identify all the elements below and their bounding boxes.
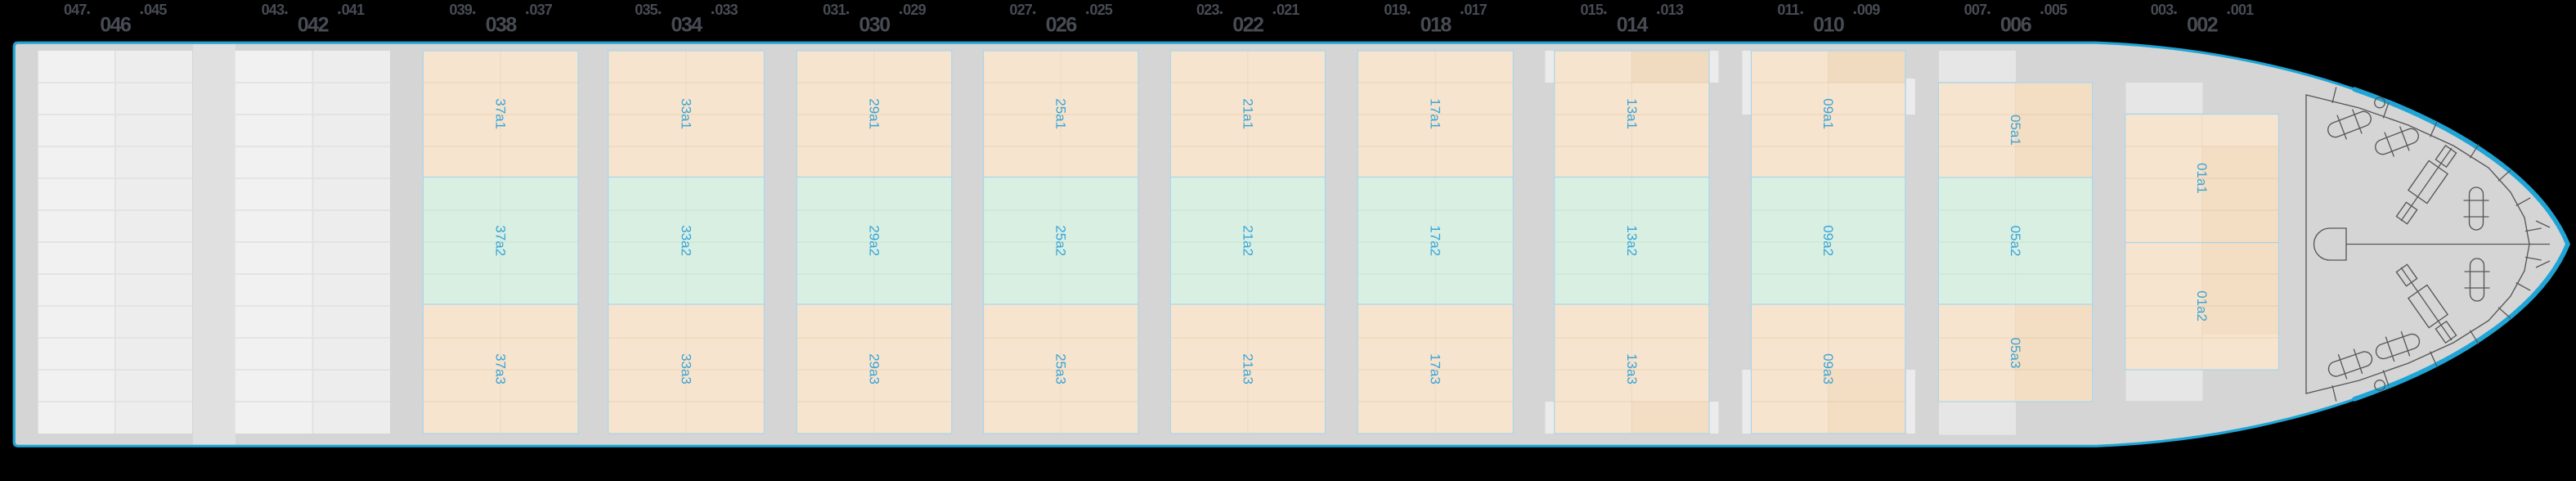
svg-text:25a1: 25a1 [1053,98,1069,129]
svg-text:023: 023 [1196,2,1219,18]
svg-text:034: 034 [671,14,702,37]
svg-text:029: 029 [903,2,926,18]
svg-text:09a3: 09a3 [1820,353,1836,384]
svg-text:13a3: 13a3 [1624,353,1640,384]
svg-text:25a2: 25a2 [1053,225,1069,256]
svg-text:033: 033 [715,2,738,18]
svg-text:17a3: 17a3 [1428,353,1443,384]
svg-text:017: 017 [1464,2,1487,18]
svg-text:021: 021 [1277,2,1299,18]
svg-text:006: 006 [2000,14,2031,37]
svg-text:030: 030 [859,14,890,37]
svg-text:027: 027 [1009,2,1032,18]
svg-text:013: 013 [1660,2,1683,18]
svg-text:09a2: 09a2 [1820,225,1836,256]
svg-text:011: 011 [1777,2,1799,18]
svg-text:13a1: 13a1 [1624,98,1640,129]
svg-text:037: 037 [529,2,552,18]
svg-text:29a3: 29a3 [867,353,882,384]
svg-text:015: 015 [1580,2,1603,18]
svg-text:33a1: 33a1 [679,98,694,129]
svg-text:05a3: 05a3 [2008,338,2023,369]
svg-text:37a2: 37a2 [493,225,509,256]
svg-text:038: 038 [486,14,518,37]
svg-text:21a3: 21a3 [1240,353,1255,384]
svg-text:046: 046 [100,14,131,37]
svg-text:047: 047 [64,2,87,18]
svg-text:17a2: 17a2 [1428,225,1443,256]
svg-text:29a1: 29a1 [867,98,882,129]
svg-text:21a2: 21a2 [1240,225,1255,256]
svg-text:01a2: 01a2 [2194,290,2210,321]
svg-text:007: 007 [1964,2,1987,18]
svg-text:025: 025 [1089,2,1112,18]
svg-text:33a3: 33a3 [679,353,694,384]
svg-text:21a1: 21a1 [1240,98,1255,129]
svg-text:041: 041 [342,2,365,18]
svg-text:014: 014 [1617,14,1649,37]
svg-text:026: 026 [1046,14,1077,37]
svg-text:09a1: 09a1 [1820,98,1836,129]
svg-text:039: 039 [449,2,472,18]
svg-text:005: 005 [2044,2,2067,18]
svg-text:010: 010 [1813,14,1844,37]
svg-text:018: 018 [1420,14,1452,37]
svg-text:001: 001 [2231,2,2254,18]
svg-text:042: 042 [298,14,329,37]
svg-text:009: 009 [1857,2,1880,18]
svg-text:13a2: 13a2 [1624,225,1640,256]
svg-text:33a2: 33a2 [679,225,694,256]
svg-text:05a1: 05a1 [2008,115,2023,146]
svg-text:01a1: 01a1 [2194,163,2210,194]
svg-text:37a1: 37a1 [493,98,509,129]
svg-text:043: 043 [262,2,285,18]
svg-text:002: 002 [2187,14,2218,37]
svg-text:045: 045 [144,2,167,18]
svg-text:25a3: 25a3 [1053,353,1069,384]
svg-text:035: 035 [635,2,657,18]
svg-text:17a1: 17a1 [1428,98,1443,129]
svg-text:022: 022 [1232,14,1263,37]
svg-text:003: 003 [2151,2,2174,18]
svg-text:031: 031 [823,2,846,18]
svg-text:37a3: 37a3 [493,353,509,384]
svg-text:019: 019 [1384,2,1407,18]
svg-text:29a2: 29a2 [867,225,882,256]
svg-text:05a2: 05a2 [2008,226,2023,257]
